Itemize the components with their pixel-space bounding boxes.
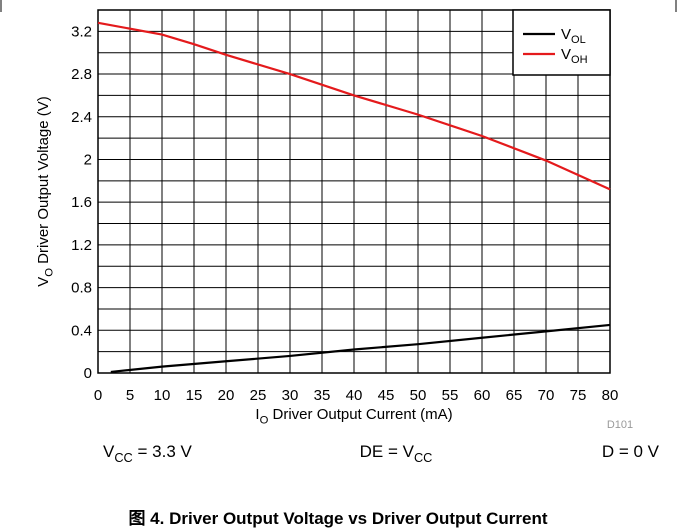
y-tick-label: 2.4 [71, 109, 92, 126]
x-tick-label: 55 [442, 387, 459, 404]
x-tick-label: 60 [474, 387, 491, 404]
label: DE = VCC [360, 442, 433, 465]
label: D = 0 V [602, 442, 660, 461]
x-tick-label: 10 [154, 387, 171, 404]
legend-box [512, 9, 611, 76]
legend-label-part: OL [571, 34, 586, 46]
legend-label-part: V [561, 26, 571, 43]
label: VCC = 3.3 V [103, 442, 192, 465]
x-tick-label: 70 [538, 387, 555, 404]
x-tick-label: 30 [282, 387, 299, 404]
caption: 图 4. Driver Output Voltage vs Driver Out… [128, 509, 547, 528]
x-tick-label: 0 [94, 387, 102, 404]
legend-label: VOH [561, 46, 588, 66]
x-tick-label: 20 [218, 387, 235, 404]
y-tick-label: 2.8 [71, 66, 92, 83]
x-tick-label: 15 [186, 387, 203, 404]
y-tick-label: 1.2 [71, 237, 92, 254]
label: VO Driver Output Voltage (V) [35, 96, 56, 287]
figure-id: D101 [607, 419, 633, 431]
y-tick-label: 0.8 [71, 280, 92, 297]
legend-label-part: V [561, 46, 571, 63]
label-part: O [44, 268, 56, 277]
label-part: = 3.3 V [133, 442, 193, 461]
plot-frame [97, 9, 611, 374]
legend-label-part: OH [571, 54, 588, 66]
x-tick-label: 75 [570, 387, 587, 404]
y-tick-label: 3.2 [71, 23, 92, 40]
label-part: V [35, 277, 52, 287]
label-part: Driver Output Voltage (V) [35, 96, 52, 268]
y-tick-label: 0 [84, 365, 92, 382]
x-tick-label: 5 [126, 387, 134, 404]
label-part: Driver Output Current (mA) [268, 406, 452, 423]
y-tick-label: 0.4 [71, 322, 92, 339]
y-tick-label: 1.6 [71, 194, 92, 211]
x-tick-label: 25 [250, 387, 267, 404]
label-part: D = 0 V [602, 442, 660, 461]
label-part: O [260, 415, 269, 427]
x-tick-label: 45 [378, 387, 395, 404]
x-tick-label: 65 [506, 387, 523, 404]
x-tick-label: 80 [602, 387, 619, 404]
x-tick-label: 35 [314, 387, 331, 404]
y-tick-label: 2 [84, 151, 92, 168]
x-axis-label: IO Driver Output Current (mA) [255, 406, 452, 427]
x-tick-label: 50 [410, 387, 427, 404]
label-part: CC [414, 450, 432, 465]
series-line [97, 21, 611, 191]
legend-label: VOL [561, 26, 586, 46]
label-part: DE = V [360, 442, 415, 461]
series-line [110, 323, 611, 374]
label-part: V [103, 442, 115, 461]
label-part: CC [114, 450, 132, 465]
label-part: I [255, 406, 259, 423]
x-tick-label: 40 [346, 387, 363, 404]
